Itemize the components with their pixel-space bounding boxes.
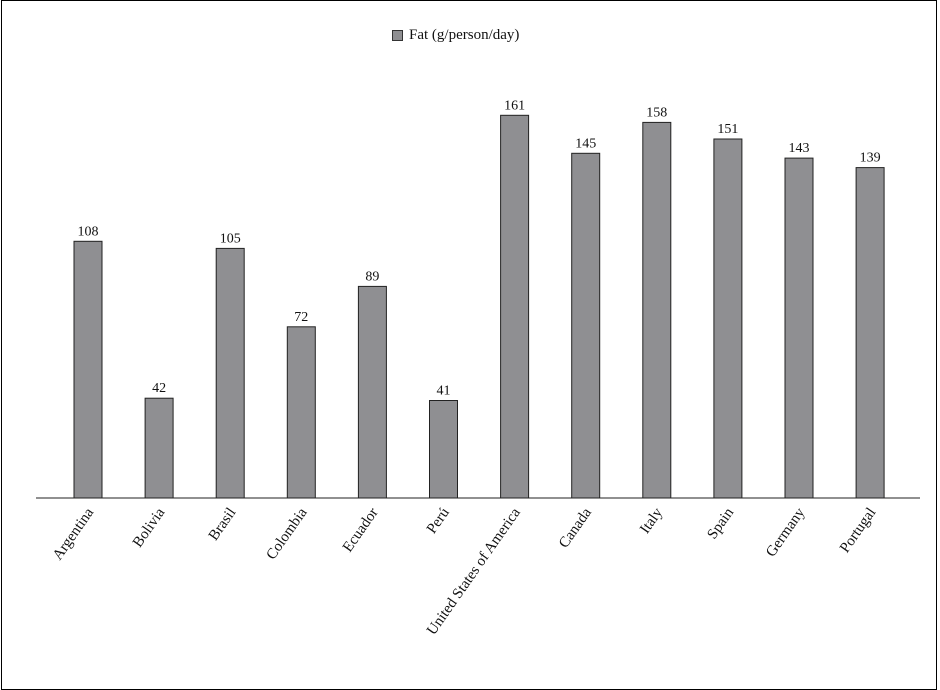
data-label: 72 — [294, 310, 308, 325]
x-tick-label: Germany — [763, 505, 808, 560]
legend-swatch — [392, 29, 403, 41]
x-tick-label: Ecuador — [340, 505, 382, 555]
x-tick-label: Argentina — [50, 505, 98, 563]
legend: Fat (g/person/day) — [392, 26, 519, 44]
x-tick-label: Colombia — [264, 505, 311, 563]
data-label: 143 — [789, 141, 810, 156]
x-tick-label: Perú — [424, 505, 453, 537]
bar-italy — [642, 121, 672, 499]
data-label: 145 — [575, 136, 596, 151]
data-label: 151 — [717, 122, 738, 137]
data-label: 108 — [78, 224, 99, 239]
bar-bolivia — [144, 397, 174, 499]
data-label: 105 — [220, 231, 241, 246]
x-tick-label: Brasil — [206, 505, 240, 544]
bar-argentina — [73, 240, 103, 499]
bar-canada — [571, 152, 601, 499]
x-tick-label: Portugal — [837, 505, 879, 556]
data-label: 158 — [646, 105, 667, 120]
bar-spain — [713, 138, 743, 499]
x-tick-label: Spain — [704, 505, 737, 543]
bar-ecuador — [357, 285, 387, 499]
x-tick-label: Italy — [637, 505, 666, 537]
legend-label: Fat (g/person/day) — [409, 26, 520, 43]
bar-united-states-of-america — [500, 114, 530, 499]
bar-per- — [429, 400, 458, 499]
bar-germany — [784, 157, 814, 499]
data-label: 139 — [860, 151, 881, 166]
bar-brasil — [215, 247, 245, 499]
x-tick-label: Canada — [556, 505, 595, 551]
data-label: 161 — [504, 98, 525, 113]
x-tick-label: Bolivia — [130, 505, 169, 551]
data-label: 89 — [365, 269, 379, 284]
bar-portugal — [855, 167, 885, 499]
data-label: 42 — [152, 381, 166, 396]
data-label: 41 — [437, 384, 451, 399]
bar-colombia — [286, 326, 316, 499]
